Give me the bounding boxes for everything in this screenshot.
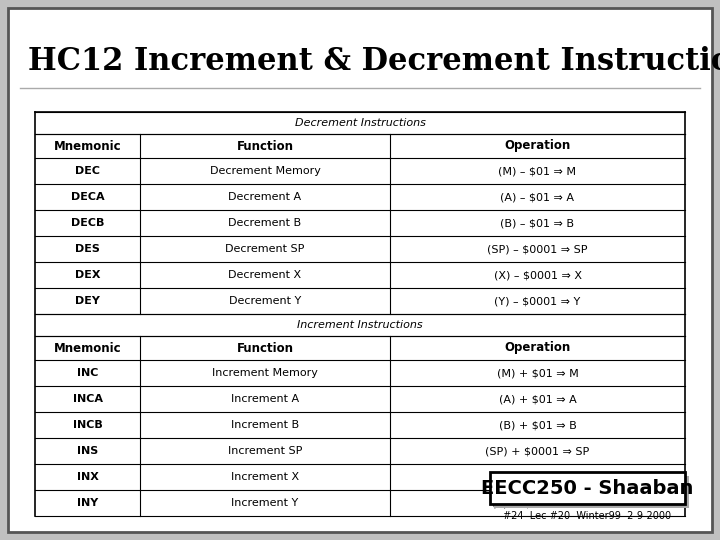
Bar bbox=[494, 476, 689, 508]
Text: Decrement SP: Decrement SP bbox=[225, 244, 305, 254]
Text: INX: INX bbox=[76, 472, 99, 482]
Text: Operation: Operation bbox=[505, 139, 571, 152]
Text: Decrement A: Decrement A bbox=[228, 192, 302, 202]
Text: Increment SP: Increment SP bbox=[228, 446, 302, 456]
Text: Mnemonic: Mnemonic bbox=[54, 341, 121, 354]
Text: (Y) – $0001 ⇒ Y: (Y) – $0001 ⇒ Y bbox=[495, 296, 580, 306]
Text: Increment X: Increment X bbox=[231, 472, 299, 482]
Text: (SP) + $0001 ⇒ SP: (SP) + $0001 ⇒ SP bbox=[485, 446, 590, 456]
Text: Increment Instructions: Increment Instructions bbox=[297, 320, 423, 330]
Text: Decrement Memory: Decrement Memory bbox=[210, 166, 320, 176]
Text: Decrement Instructions: Decrement Instructions bbox=[294, 118, 426, 128]
Text: Function: Function bbox=[236, 341, 294, 354]
Text: DEY: DEY bbox=[75, 296, 100, 306]
Text: DECA: DECA bbox=[71, 192, 104, 202]
Text: (A) – $01 ⇒ A: (A) – $01 ⇒ A bbox=[500, 192, 575, 202]
Text: Operation: Operation bbox=[505, 341, 571, 354]
Text: DES: DES bbox=[75, 244, 100, 254]
Text: DEX: DEX bbox=[75, 270, 100, 280]
Text: (B) + $01 ⇒ B: (B) + $01 ⇒ B bbox=[499, 420, 577, 430]
Text: EECC250 - Shaaban: EECC250 - Shaaban bbox=[481, 478, 693, 497]
Text: Increment A: Increment A bbox=[231, 394, 299, 404]
Text: DEC: DEC bbox=[75, 166, 100, 176]
Text: (B) – $01 ⇒ B: (B) – $01 ⇒ B bbox=[500, 218, 575, 228]
Text: (X) – $0001 ⇒ X: (X) – $0001 ⇒ X bbox=[493, 270, 582, 280]
Text: #24  Lec #20  Winter99  2-9-2000: #24 Lec #20 Winter99 2-9-2000 bbox=[503, 511, 672, 521]
Text: (M) – $01 ⇒ M: (M) – $01 ⇒ M bbox=[498, 166, 577, 176]
Text: DECB: DECB bbox=[71, 218, 104, 228]
Text: Mnemonic: Mnemonic bbox=[54, 139, 121, 152]
Text: Function: Function bbox=[236, 139, 294, 152]
Bar bbox=[490, 472, 685, 504]
Text: (A) + $01 ⇒ A: (A) + $01 ⇒ A bbox=[499, 394, 577, 404]
Text: Decrement Y: Decrement Y bbox=[229, 296, 301, 306]
Text: Increment Y: Increment Y bbox=[231, 498, 299, 508]
Text: (M) + $01 ⇒ M: (M) + $01 ⇒ M bbox=[497, 368, 578, 378]
Text: (SP) – $0001 ⇒ SP: (SP) – $0001 ⇒ SP bbox=[487, 244, 588, 254]
Text: INS: INS bbox=[77, 446, 98, 456]
Text: Increment B: Increment B bbox=[231, 420, 299, 430]
Text: Decrement B: Decrement B bbox=[228, 218, 302, 228]
Text: INCA: INCA bbox=[73, 394, 102, 404]
Text: INCB: INCB bbox=[73, 420, 102, 430]
Text: (Y) + $0001 ⇒ Y: (Y) + $0001 ⇒ Y bbox=[492, 498, 582, 508]
Text: INC: INC bbox=[77, 368, 98, 378]
Text: HC12 Increment & Decrement Instructions: HC12 Increment & Decrement Instructions bbox=[28, 46, 720, 78]
Text: Increment Memory: Increment Memory bbox=[212, 368, 318, 378]
Text: Decrement X: Decrement X bbox=[228, 270, 302, 280]
Text: (X) + $0001 ⇒ X: (X) + $0001 ⇒ X bbox=[492, 472, 583, 482]
Text: INY: INY bbox=[77, 498, 98, 508]
